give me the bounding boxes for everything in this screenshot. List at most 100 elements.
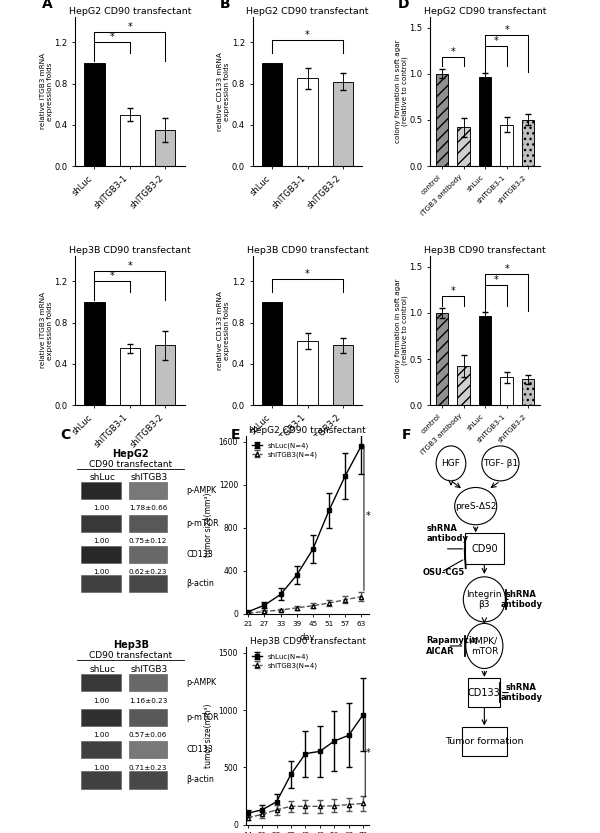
Bar: [119, 348, 140, 405]
Text: *: *: [494, 36, 498, 46]
Text: HepG2: HepG2: [112, 450, 149, 460]
Bar: [436, 74, 448, 166]
Text: B: B: [220, 0, 230, 11]
Text: 1.16±0.23: 1.16±0.23: [129, 698, 167, 704]
Text: preS-ΔS2: preS-ΔS2: [455, 501, 496, 511]
Bar: [332, 346, 353, 405]
Text: HGF: HGF: [442, 459, 460, 468]
FancyBboxPatch shape: [81, 576, 121, 592]
Text: *: *: [451, 286, 455, 296]
Ellipse shape: [455, 487, 497, 525]
Text: 1.00: 1.00: [93, 698, 109, 704]
Text: 0.62±0.23: 0.62±0.23: [129, 569, 167, 575]
Title: HepG2 CD90 transfectant: HepG2 CD90 transfectant: [249, 426, 366, 436]
Bar: [500, 377, 513, 405]
Text: CD133: CD133: [187, 745, 213, 754]
Text: Tumor formation: Tumor formation: [445, 736, 524, 746]
Y-axis label: relative CD133 mRNA
expression folds: relative CD133 mRNA expression folds: [217, 291, 230, 370]
Text: shLuc: shLuc: [89, 473, 115, 482]
Bar: [297, 342, 318, 405]
Text: Rapamycin
AICAR: Rapamycin AICAR: [426, 636, 478, 656]
Bar: [500, 125, 513, 166]
Text: *: *: [110, 271, 115, 281]
FancyBboxPatch shape: [81, 709, 121, 726]
Text: 0.71±0.23: 0.71±0.23: [129, 765, 167, 771]
Y-axis label: relative ITGB3 mRNA
expression folds: relative ITGB3 mRNA expression folds: [40, 292, 53, 368]
Text: CD133: CD133: [468, 687, 501, 697]
Bar: [457, 367, 470, 405]
Bar: [84, 302, 105, 405]
Text: *: *: [110, 32, 115, 42]
Legend: shLuc(N=4), shITGB3(N=4): shLuc(N=4), shITGB3(N=4): [249, 440, 320, 461]
Text: *: *: [305, 30, 310, 40]
FancyBboxPatch shape: [130, 709, 167, 726]
Text: shRNA
antibody: shRNA antibody: [500, 683, 542, 702]
Text: CD90 transfectant: CD90 transfectant: [89, 461, 172, 470]
Text: CD90 transfectant: CD90 transfectant: [89, 651, 172, 661]
Text: shITGB3: shITGB3: [131, 665, 168, 674]
Ellipse shape: [466, 623, 503, 669]
Text: shRNA
antibody: shRNA antibody: [500, 590, 542, 609]
X-axis label: day: day: [300, 633, 315, 642]
Bar: [155, 346, 175, 405]
FancyBboxPatch shape: [462, 726, 506, 756]
Text: *: *: [305, 269, 310, 279]
Title: Hep3B CD90 transfectant: Hep3B CD90 transfectant: [69, 246, 191, 255]
Ellipse shape: [463, 576, 505, 622]
Text: 1.00: 1.00: [93, 538, 109, 544]
Text: E: E: [231, 428, 241, 442]
Y-axis label: colony formation in soft agar
(relative to control): colony formation in soft agar (relative …: [395, 39, 408, 143]
Title: Hep3B CD90 transfectant: Hep3B CD90 transfectant: [424, 246, 546, 255]
Text: 1.00: 1.00: [93, 732, 109, 738]
Text: *: *: [451, 47, 455, 57]
Ellipse shape: [436, 446, 466, 481]
FancyBboxPatch shape: [130, 515, 167, 531]
Text: 1.00: 1.00: [93, 569, 109, 575]
Text: AMPK/
mTOR: AMPK/ mTOR: [470, 636, 499, 656]
Ellipse shape: [482, 446, 519, 481]
Text: *: *: [504, 25, 509, 35]
Text: D: D: [397, 0, 409, 11]
Text: CD90: CD90: [471, 544, 497, 554]
Text: C: C: [60, 428, 70, 442]
FancyBboxPatch shape: [81, 674, 121, 691]
Bar: [479, 77, 491, 166]
Title: Hep3B CD90 transfectant: Hep3B CD90 transfectant: [250, 637, 365, 646]
Text: p-AMPK: p-AMPK: [187, 486, 217, 495]
Bar: [155, 130, 175, 166]
Text: 1.00: 1.00: [93, 505, 109, 511]
Text: *: *: [127, 22, 132, 32]
Text: TGF- β1: TGF- β1: [483, 459, 518, 468]
Bar: [436, 313, 448, 405]
FancyBboxPatch shape: [81, 515, 121, 531]
Bar: [262, 302, 283, 405]
Text: p-mTOR: p-mTOR: [187, 519, 219, 528]
Y-axis label: tumor size(mm³): tumor size(mm³): [204, 704, 213, 768]
FancyBboxPatch shape: [81, 771, 121, 789]
FancyBboxPatch shape: [130, 771, 167, 789]
FancyBboxPatch shape: [81, 482, 121, 499]
FancyBboxPatch shape: [130, 482, 167, 499]
FancyBboxPatch shape: [130, 741, 167, 758]
Text: shITGB3: shITGB3: [131, 473, 168, 482]
Text: shRNA
antibody: shRNA antibody: [426, 524, 468, 543]
Text: Hep3B: Hep3B: [113, 640, 149, 650]
FancyBboxPatch shape: [81, 741, 121, 758]
Y-axis label: relative CD133 mRNA
expression folds: relative CD133 mRNA expression folds: [217, 52, 230, 131]
FancyBboxPatch shape: [468, 678, 500, 707]
Bar: [522, 379, 535, 405]
Text: *: *: [127, 261, 132, 271]
Text: F: F: [401, 428, 411, 442]
Text: *: *: [365, 511, 370, 521]
Text: 0.57±0.06: 0.57±0.06: [129, 732, 167, 738]
Y-axis label: relative ITGB3 mRNA
expression folds: relative ITGB3 mRNA expression folds: [40, 53, 53, 129]
Text: CD133: CD133: [187, 550, 213, 559]
Text: 1.00: 1.00: [93, 765, 109, 771]
Bar: [522, 120, 535, 166]
FancyBboxPatch shape: [130, 576, 167, 592]
Bar: [262, 63, 283, 166]
Bar: [332, 82, 353, 166]
Bar: [297, 78, 318, 166]
Title: Hep3B CD90 transfectant: Hep3B CD90 transfectant: [247, 246, 368, 255]
Y-axis label: tumor size(mm³): tumor size(mm³): [204, 493, 213, 557]
